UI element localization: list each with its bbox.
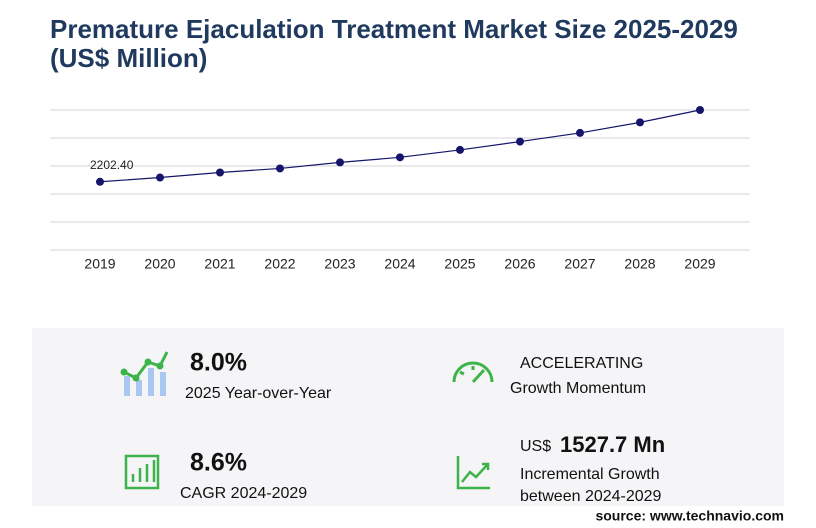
x-tick-label: 2025 <box>444 256 475 272</box>
stat-label: between 2024-2029 <box>520 488 662 505</box>
x-tick-label: 2020 <box>144 256 175 272</box>
x-tick-label: 2026 <box>504 256 535 272</box>
x-tick-label: 2024 <box>384 256 415 272</box>
chart-title: Premature Ejaculation Treatment Market S… <box>50 14 738 44</box>
data-point <box>456 145 464 154</box>
x-tick-label: 2019 <box>84 256 115 272</box>
source: source: www.technavio.com <box>595 508 784 524</box>
stat-label: 2025 Year-over-Year <box>185 385 332 402</box>
x-tick-label: 2029 <box>684 256 715 272</box>
stats-panel <box>32 328 784 506</box>
stat-value: 8.0% <box>190 349 247 377</box>
x-tick-label: 2027 <box>564 256 595 272</box>
data-point <box>156 173 164 182</box>
x-tick-label: 2021 <box>204 256 235 272</box>
data-point <box>636 118 644 127</box>
data-point <box>336 158 344 167</box>
data-point <box>576 128 584 137</box>
cagr-icon <box>124 454 160 490</box>
stat-label: Growth Momentum <box>510 380 646 397</box>
x-tick-label: 2022 <box>264 256 295 272</box>
data-point <box>96 177 104 186</box>
stat-label: Incremental Growth <box>520 466 660 483</box>
stat-unit: US$ <box>520 438 551 455</box>
data-point <box>396 153 404 162</box>
yoy-icon <box>120 351 169 396</box>
growth-icon <box>456 456 490 490</box>
data-point <box>696 106 704 114</box>
data-label: 2202.40 <box>90 158 134 172</box>
gauge-icon <box>452 361 494 384</box>
stat-value: ACCELERATING <box>520 355 643 372</box>
data-point <box>216 168 224 177</box>
stat-label: CAGR 2024-2029 <box>180 485 307 502</box>
x-tick-label: 2023 <box>324 256 355 272</box>
data-point <box>516 137 524 146</box>
chart-subtitle: (US$ Million) <box>50 43 207 73</box>
data-point <box>276 164 284 173</box>
stat-value: 1527.7 Mn <box>560 432 665 457</box>
stat-value: 8.6% <box>190 449 247 477</box>
x-tick-label: 2028 <box>624 256 655 272</box>
line <box>99 109 701 183</box>
